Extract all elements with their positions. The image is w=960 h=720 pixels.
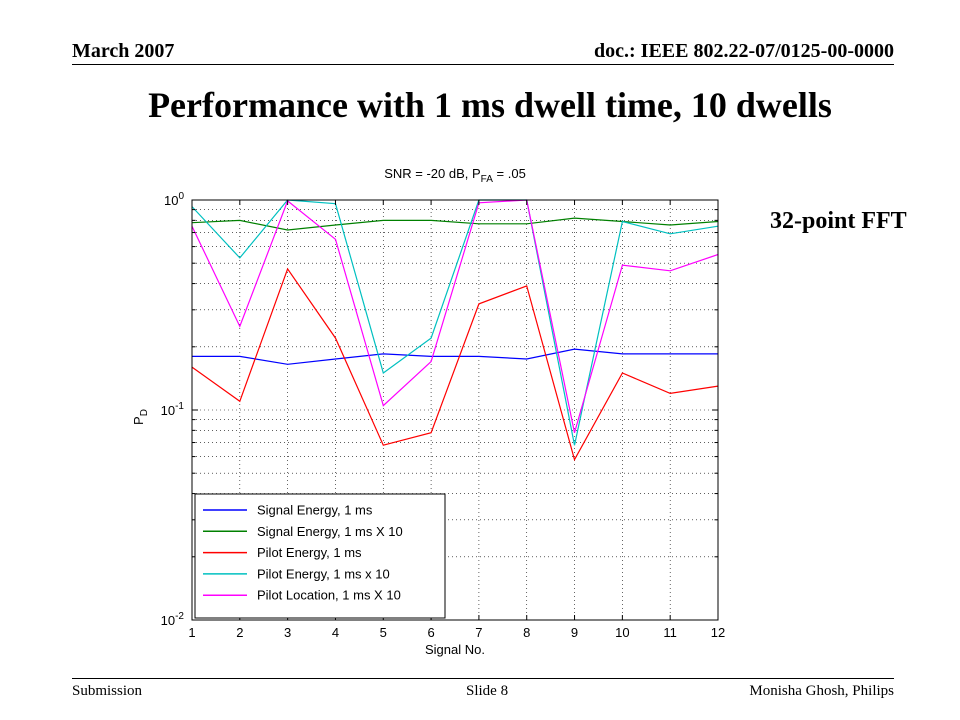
- legend: Signal Energy, 1 ms Signal Energy, 1 ms X…: [194, 493, 446, 619]
- series-line: [191, 217, 719, 231]
- x-tick-label: 2: [236, 625, 243, 640]
- series-line: [191, 199, 719, 446]
- x-tick-label: 3: [284, 625, 291, 640]
- header-doc-number: doc.: IEEE 802.22-07/0125-00-0000: [594, 40, 894, 62]
- series-line: [191, 267, 719, 462]
- x-tick-label: 8: [523, 625, 530, 640]
- legend-box: [194, 493, 446, 619]
- x-tick-label: 1: [188, 625, 195, 640]
- series-line: [192, 348, 718, 365]
- footer-rule: [72, 678, 894, 679]
- footer-slide-number: Slide 8: [466, 683, 509, 699]
- x-tick-label: 12: [711, 625, 725, 640]
- slide-title: Performance with 1 ms dwell time, 10 dwe…: [148, 85, 832, 125]
- series-lines: [191, 199, 719, 462]
- x-tick-label: 9: [571, 625, 578, 640]
- footer-submission: Submission: [72, 683, 143, 699]
- y-tick-label: 10-1: [161, 401, 185, 418]
- legend-label: Pilot Energy, 1 ms x 10: [257, 566, 390, 581]
- header-date: March 2007: [72, 40, 175, 62]
- x-tick-label: 10: [615, 625, 629, 640]
- series-line: [191, 199, 719, 433]
- legend-label: Pilot Location, 1 ms X 10: [257, 588, 401, 603]
- y-axis-label: PD: [131, 409, 150, 425]
- legend-label: Signal Energy, 1 ms X 10: [257, 524, 403, 539]
- x-tick-label: 4: [332, 625, 339, 640]
- y-tick-label: 100: [164, 191, 184, 208]
- x-tick-label: 11: [663, 625, 677, 640]
- chart-title: SNR = -20 dB, PFA = .05: [384, 166, 526, 185]
- footer-author: Monisha Ghosh, Philips: [749, 683, 894, 699]
- x-axis-label: Signal No.: [425, 642, 485, 657]
- fft-annotation: 32-point FFT: [770, 208, 907, 234]
- legend-label: Signal Energy, 1 ms: [257, 503, 373, 518]
- y-tick-label: 10-2: [161, 611, 185, 628]
- x-tick-label: 6: [427, 625, 434, 640]
- x-tick-label: 7: [475, 625, 482, 640]
- legend-items: Signal Energy, 1 ms Signal Energy, 1 ms X…: [203, 503, 403, 603]
- header-rule: [72, 64, 894, 65]
- legend-label: Pilot Energy, 1 ms: [257, 545, 362, 560]
- x-tick-label: 5: [380, 625, 387, 640]
